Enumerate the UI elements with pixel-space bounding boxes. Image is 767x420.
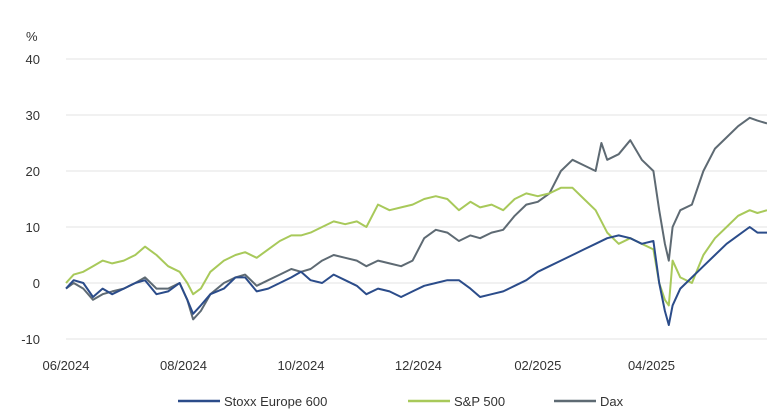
series-line-stoxx-europe-600 bbox=[65, 226, 767, 326]
y-tick-label: 10 bbox=[26, 220, 40, 235]
y-tick-label: 30 bbox=[26, 108, 40, 123]
x-tick-label: 06/2024 bbox=[43, 358, 90, 373]
y-tick-label: 20 bbox=[26, 164, 40, 179]
x-tick-label: 10/2024 bbox=[277, 358, 324, 373]
legend-label: Dax bbox=[600, 394, 624, 409]
y-axis-unit-label: % bbox=[26, 29, 38, 44]
x-tick-label: 12/2024 bbox=[395, 358, 442, 373]
legend-label: S&P 500 bbox=[454, 394, 505, 409]
y-tick-label: 40 bbox=[26, 52, 40, 67]
legend: Stoxx Europe 600 S&P 500 Dax bbox=[178, 394, 624, 409]
x-tick-label: 02/2025 bbox=[514, 358, 561, 373]
legend-label: Stoxx Europe 600 bbox=[224, 394, 327, 409]
x-tick-label: 08/2024 bbox=[160, 358, 207, 373]
gridlines bbox=[66, 58, 767, 340]
x-tick-label: 04/2025 bbox=[628, 358, 675, 373]
y-tick-label: 0 bbox=[33, 276, 40, 291]
series-lines bbox=[65, 116, 767, 326]
y-tick-label: -10 bbox=[21, 332, 40, 347]
series-line-s-p-500 bbox=[65, 186, 767, 307]
